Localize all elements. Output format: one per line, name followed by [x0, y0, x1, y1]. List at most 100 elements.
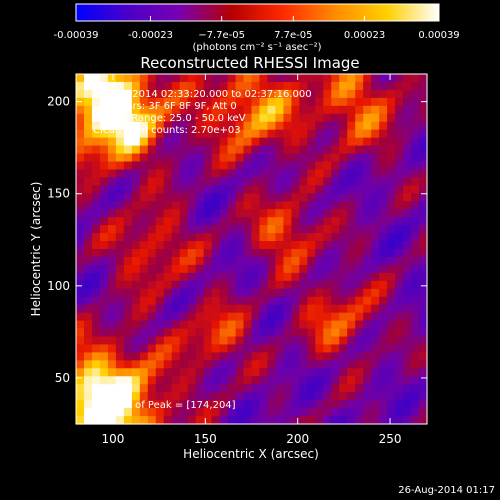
heatmap-cell	[235, 241, 245, 250]
heatmap-cell	[187, 177, 197, 186]
heatmap-cell	[211, 145, 221, 155]
heatmap-cell	[203, 193, 213, 202]
heatmap-cell	[411, 360, 420, 369]
heatmap-cell	[227, 97, 237, 107]
heatmap-cell	[91, 145, 101, 155]
heatmap-cell	[155, 193, 165, 202]
heatmap-cell	[187, 249, 197, 258]
heatmap-cell	[315, 153, 324, 163]
heatmap-cell	[379, 256, 388, 266]
heatmap-cell	[187, 161, 197, 171]
heatmap-cell	[155, 74, 165, 83]
heatmap-cell	[76, 288, 85, 298]
heatmap-cell	[355, 161, 364, 171]
heatmap-cell	[155, 97, 165, 107]
heatmap-cell	[147, 161, 157, 171]
heatmap-cell	[115, 113, 125, 123]
heatmap-cell	[347, 368, 356, 377]
heatmap-cell	[107, 392, 117, 401]
heatmap-cell	[227, 145, 237, 155]
heatmap-cell	[163, 233, 173, 242]
heatmap-cell	[307, 177, 316, 186]
heatmap-cell	[251, 288, 261, 298]
heatmap-cell	[195, 81, 205, 91]
heatmap-cell	[115, 249, 125, 258]
heatmap-cell	[411, 392, 420, 401]
heatmap-cell	[147, 392, 157, 401]
heatmap-cell	[155, 241, 165, 250]
heatmap-cell	[115, 280, 125, 290]
heatmap-cell	[91, 288, 101, 298]
heatmap-cell	[371, 89, 380, 99]
heatmap-cell	[115, 169, 125, 178]
heatmap-cell	[131, 312, 141, 322]
heatmap-cell	[99, 241, 109, 250]
heatmap-cell	[387, 288, 396, 298]
heatmap-cell	[387, 408, 396, 417]
heatmap-cell	[387, 169, 396, 178]
heatmap-cell	[243, 161, 253, 171]
heatmap-cell	[403, 74, 412, 83]
heatmap-cell	[179, 81, 189, 91]
heatmap-cell	[76, 296, 85, 306]
heatmap-cell	[227, 81, 237, 91]
heatmap-cell	[355, 105, 364, 115]
heatmap-cell	[243, 392, 253, 401]
heatmap-cell	[251, 296, 261, 306]
heatmap-cell	[163, 121, 173, 131]
heatmap-cell	[387, 121, 396, 131]
heatmap-cell	[99, 81, 109, 91]
heatmap-cell	[355, 376, 364, 385]
heatmap-cell	[203, 384, 213, 393]
heatmap-cell	[155, 336, 165, 346]
heatmap-cell	[251, 416, 261, 425]
heatmap-cell	[139, 113, 149, 123]
heatmap-cell	[411, 217, 420, 226]
heatmap-cell	[387, 241, 396, 250]
heatmap-cell	[76, 328, 85, 338]
heatmap-cell	[379, 416, 388, 425]
heatmap-cell	[187, 97, 197, 107]
heatmap-cell	[251, 209, 261, 218]
heatmap-cell	[251, 272, 261, 282]
heatmap-cell	[371, 272, 380, 282]
heatmap-cell	[267, 97, 277, 107]
heatmap-cell	[147, 288, 157, 298]
heatmap-cell	[155, 368, 165, 377]
heatmap-cell	[227, 185, 237, 194]
heatmap-cell	[211, 400, 221, 409]
heatmap-cell	[171, 360, 181, 369]
heatmap-cell	[251, 264, 261, 274]
heatmap-cell	[395, 209, 404, 218]
heatmap-cell	[179, 217, 189, 226]
heatmap-cell	[403, 392, 412, 401]
heatmap-cell	[283, 113, 292, 123]
heatmap-cell	[259, 312, 269, 322]
heatmap-cell	[283, 256, 292, 266]
heatmap-cell	[171, 416, 181, 425]
heatmap-cell	[187, 368, 197, 377]
heatmap-cell	[419, 328, 428, 338]
heatmap-cell	[179, 392, 189, 401]
heatmap-cell	[211, 304, 221, 314]
heatmap-cell	[123, 352, 133, 361]
heatmap-cell	[227, 320, 237, 330]
heatmap-cell	[355, 272, 364, 282]
heatmap-cell	[323, 416, 332, 425]
heatmap-cell	[355, 74, 364, 83]
heatmap-cell	[275, 113, 285, 123]
heatmap-cell	[323, 352, 332, 361]
heatmap-cell	[211, 392, 221, 401]
heatmap-cell	[283, 312, 292, 322]
heatmap-cell	[91, 272, 101, 282]
heatmap-cell	[203, 161, 213, 171]
heatmap-cell	[227, 217, 237, 226]
heatmap-cell	[107, 280, 117, 290]
heatmap-cell	[323, 264, 332, 274]
heatmap-cell	[139, 225, 149, 234]
heatmap-cell	[267, 368, 277, 377]
heatmap-cell	[115, 97, 125, 107]
heatmap-cell	[235, 272, 245, 282]
heatmap-cell	[187, 129, 197, 139]
heatmap-cell	[267, 312, 277, 322]
